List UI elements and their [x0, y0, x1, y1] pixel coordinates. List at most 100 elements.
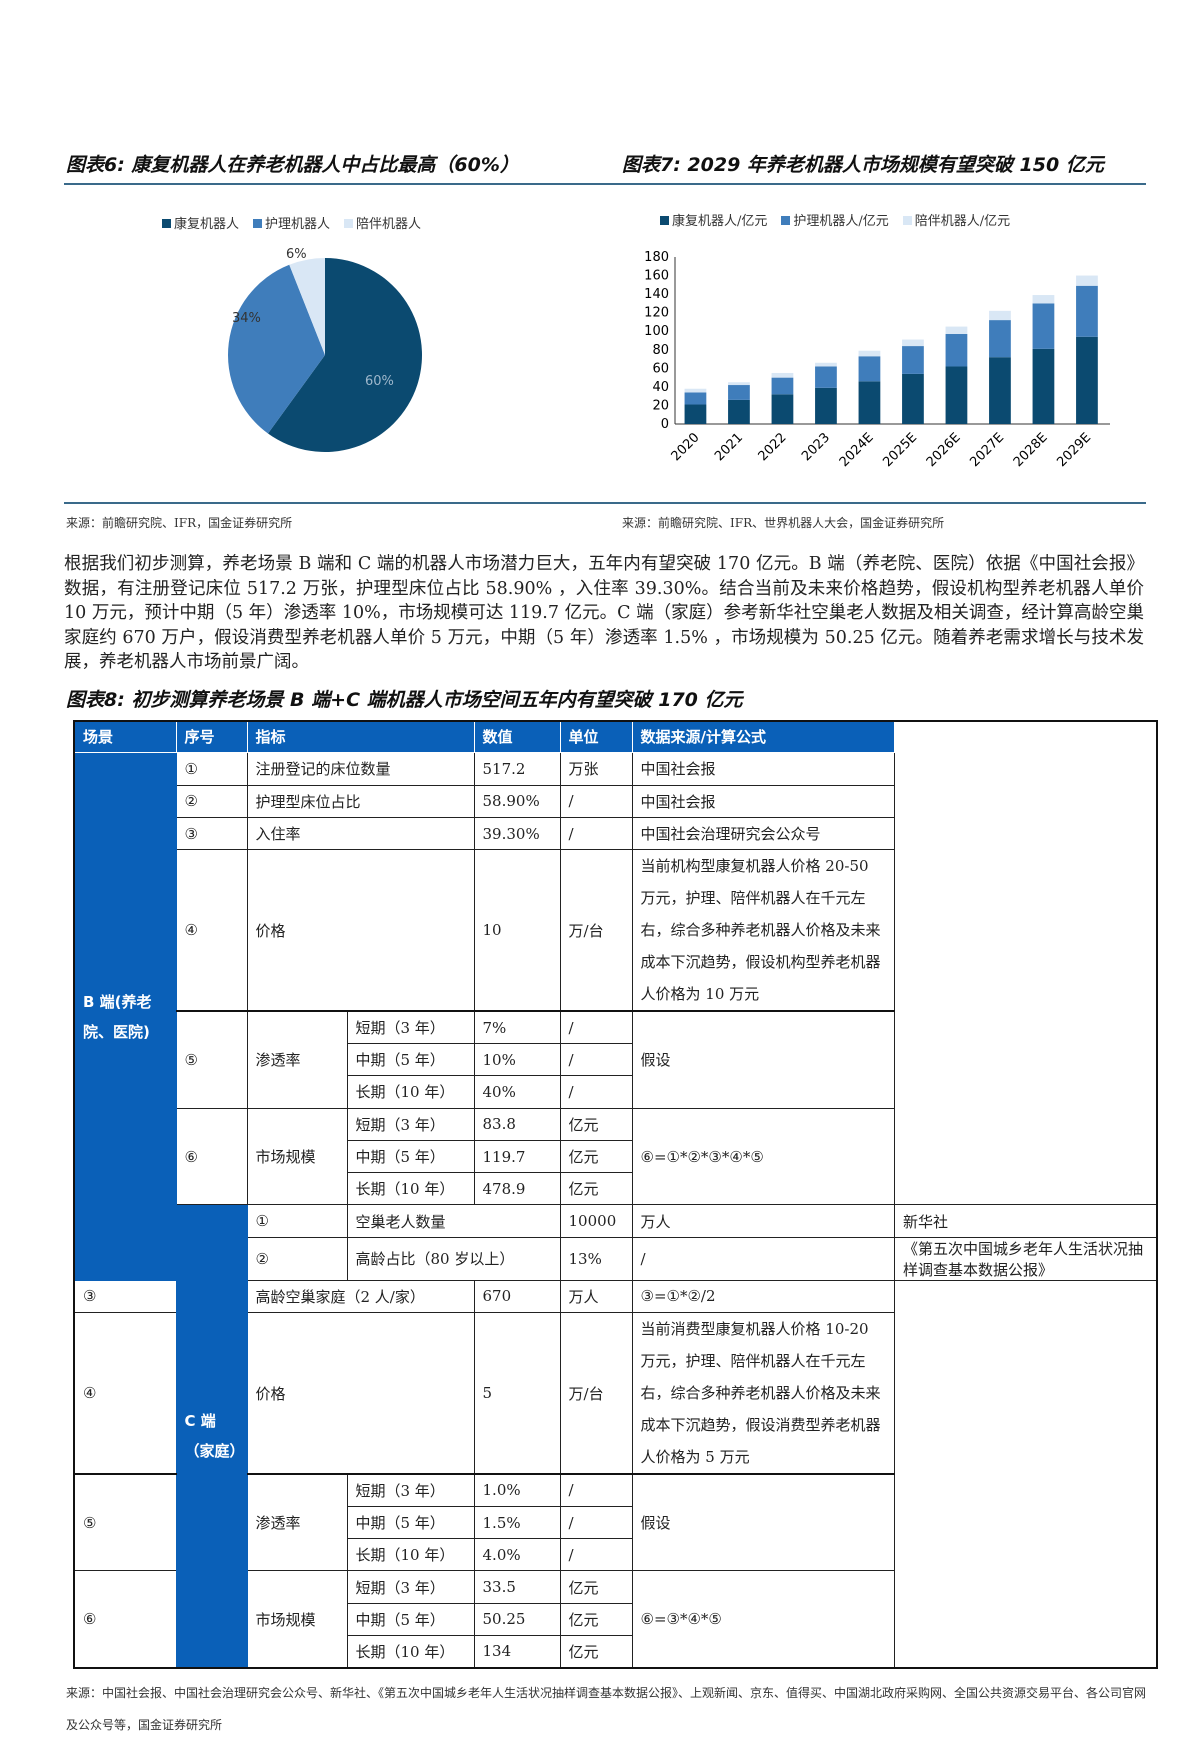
legend-swatch — [162, 219, 171, 228]
x-tick-label: 2029E — [1054, 430, 1094, 470]
bar-segment — [1032, 348, 1055, 424]
legend-item: 陪伴机器人/亿元 — [902, 210, 1011, 229]
table-header-cell: 数据来源/计算公式 — [631, 719, 896, 754]
value-cell: 4.0% — [473, 1538, 561, 1572]
table-row: 长期（10 年） 478.9 亿元 — [74, 1172, 1157, 1206]
legend-swatch — [781, 216, 791, 225]
market-estimate-table: 场景 序号 指标 数值 单位 数据来源/计算公式 B 端(养老院、医院) ① 注册登记的床位数量… — [73, 719, 1158, 1669]
figure7-title: 图表7: 2029 年养老机器人市场规模有望突破 150 亿元 — [622, 154, 1104, 176]
index-cell: ① — [175, 752, 248, 786]
figure7-source: 来源：前瞻研究院、IFR、世界机器人大会，国金证券研究所 — [622, 516, 945, 530]
legend-item: 陪伴机器人 — [344, 213, 421, 232]
unit-cell: / — [559, 816, 633, 851]
metric-cell: 价格 — [246, 1312, 475, 1475]
value-cell: 10% — [473, 1042, 561, 1077]
metric-cell: 价格 — [246, 849, 475, 1012]
table-row: 中期（5 年） 1.5% / — [74, 1505, 1157, 1540]
index-cell: ② — [175, 784, 248, 818]
value-cell: 119.7 — [473, 1139, 561, 1174]
source-cell: ⑥=①*②*③*④*⑤ — [631, 1107, 896, 1206]
y-tick-label: 40 — [652, 380, 669, 395]
bar-segment — [902, 339, 924, 347]
period-cell: 长期（10 年） — [346, 1172, 475, 1206]
legend-label: 陪伴机器人 — [356, 217, 422, 232]
table-header-cell: 场景 — [73, 719, 177, 754]
period-cell: 中期（5 年） — [346, 1602, 475, 1637]
unit-cell: / — [559, 1538, 633, 1572]
source-cell: ③=①*②/2 — [631, 1279, 896, 1314]
y-tick-label: 0 — [661, 417, 669, 432]
bar-segment — [771, 372, 794, 378]
table-row: 长期（10 年） 134 亿元 — [74, 1635, 1157, 1669]
bar-segment — [989, 310, 1011, 321]
table-row: ② 高龄占比（80 岁以上） 13% / 《第五次中国城乡老年人生活状况抽样调查基本数据… — [74, 1236, 1158, 1281]
metric-cell: 高龄空巢家庭（2 人/家） — [246, 1279, 475, 1314]
value-cell: 134 — [473, 1635, 561, 1669]
value-cell: 10000 — [559, 1204, 633, 1238]
bar-segment — [945, 366, 968, 424]
legend-item: 康复机器人 — [162, 213, 239, 232]
unit-cell: 亿元 — [559, 1107, 633, 1141]
value-cell: 1.0% — [473, 1473, 561, 1507]
bar-chart: 0 20 40 60 80 100 120 140 160 180 2020 2021 2022 2023… — [644, 250, 1110, 470]
value-cell: 517.2 — [473, 752, 561, 786]
legend-label: 陪伴机器人/亿元 — [914, 214, 1011, 229]
table-row: ③ 高龄空巢家庭（2 人/家） 670 万人 ③=①*②/2 — [73, 1279, 1157, 1314]
value-cell: 7% — [473, 1010, 561, 1044]
table-row: ⑥ 市场规模 短期（3 年） 83.8 亿元 ⑥=①*②*③*④*⑤ — [74, 1107, 1157, 1206]
legend-label: 康复机器人 — [174, 217, 240, 232]
period-cell: 短期（3 年） — [346, 1473, 475, 1507]
index-cell: ⑥ — [73, 1570, 177, 1669]
period-cell: 中期（5 年） — [346, 1042, 475, 1077]
unit-cell: / — [631, 1236, 896, 1281]
legend-swatch — [344, 219, 354, 228]
period-cell: 短期（3 年） — [346, 1107, 475, 1141]
unit-cell: / — [559, 1075, 633, 1109]
metric-cell: 市场规模 — [246, 1107, 348, 1206]
table-row: ④ 价格 10 万/台 当前机构型康复机器人价格 20-50 万元，护理、陪伴机器人在千… — [74, 849, 1157, 1012]
source-cell: 当前机构型康复机器人价格 20-50 万元，护理、陪伴机器人在千元左右，综合多种… — [631, 849, 896, 1012]
bar-segment — [989, 320, 1011, 358]
bar-segment — [1032, 295, 1055, 304]
table-row: 长期（10 年） 4.0% / — [74, 1538, 1157, 1572]
value-cell: 478.9 — [473, 1172, 561, 1206]
bar-segment — [945, 326, 968, 335]
x-tick-label: 2022 — [756, 430, 790, 464]
source-cell: 中国社会治理研究会公众号 — [631, 816, 896, 851]
pie-chart: 60% 34% 6% — [228, 247, 422, 453]
unit-cell: / — [559, 1042, 633, 1077]
table-row: C 端（家庭） ① 空巢老人数量 10000 万人 新华社 — [74, 1204, 1158, 1669]
x-tick-label: 2027E — [967, 430, 1007, 470]
pie-slice — [228, 264, 325, 434]
value-cell: 1.5% — [473, 1505, 561, 1540]
legend-label: 护理机器人 — [265, 217, 331, 232]
bar-segment — [945, 334, 968, 367]
bar-segment — [684, 392, 707, 405]
unit-cell: 亿元 — [559, 1602, 633, 1637]
bar-segment — [858, 350, 881, 357]
metric-cell: 渗透率 — [246, 1010, 348, 1109]
index-cell: ⑤ — [175, 1010, 248, 1109]
index-cell: ① — [246, 1204, 348, 1238]
source-cell: ⑥=③*④*⑤ — [631, 1570, 896, 1669]
lower-content: 根据我们初步测算，养老场景 B 端和 C 端的机器人市场潜力巨大，五年内有望突破… — [64, 552, 1158, 1741]
index-cell: ② — [246, 1236, 348, 1281]
value-cell: 13% — [559, 1236, 633, 1281]
table-row: 中期（5 年） 119.7 亿元 — [74, 1139, 1157, 1174]
unit-cell: / — [559, 1505, 633, 1540]
period-cell: 中期（5 年） — [346, 1505, 475, 1540]
unit-cell: 万/台 — [559, 1312, 633, 1475]
bar-segment — [1032, 303, 1055, 349]
pie-legend: 康复机器人 护理机器人 陪伴机器人 — [162, 213, 421, 232]
value-cell: 10 — [473, 849, 561, 1012]
legend-label: 康复机器人/亿元 — [672, 214, 768, 229]
table-row: B 端(养老院、医院) ① 注册登记的床位数量 517.2 万张 中国社会报 — [73, 752, 1157, 1281]
unit-cell: 亿元 — [559, 1635, 633, 1669]
source-cell: 假设 — [631, 1010, 896, 1109]
bar-segment — [815, 387, 837, 424]
value-cell: 5 — [473, 1312, 561, 1475]
bar-segment — [728, 399, 750, 424]
figure8-source: 来源：中国社会报、中国社会治理研究会公众号、新华社、《第五次中国城乡老年人生活状… — [66, 1685, 1147, 1732]
unit-cell: 万人 — [631, 1204, 896, 1238]
bar-segment — [684, 388, 707, 393]
